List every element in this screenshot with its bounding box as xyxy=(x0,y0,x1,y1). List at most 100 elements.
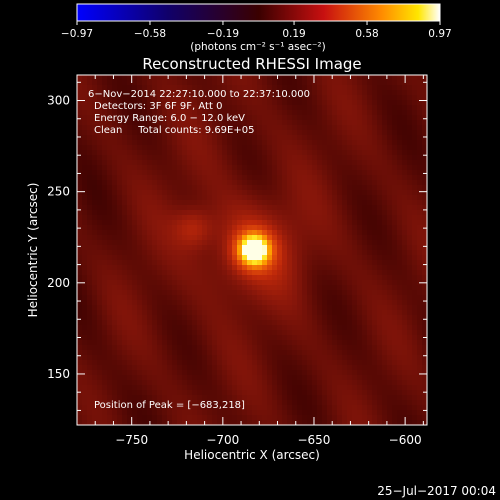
heatmap-cell xyxy=(187,115,193,121)
heatmap-cell xyxy=(217,290,223,296)
heatmap-cell xyxy=(357,355,363,361)
heatmap-cell xyxy=(232,395,238,401)
heatmap-cell xyxy=(392,300,398,306)
heatmap-cell xyxy=(382,105,388,111)
heatmap-cell xyxy=(277,125,283,131)
heatmap-cell xyxy=(392,85,398,91)
heatmap-cell xyxy=(117,215,123,221)
heatmap-cell xyxy=(77,90,83,96)
heatmap-cell xyxy=(417,150,423,156)
heatmap-cell xyxy=(417,370,423,376)
heatmap-cell xyxy=(132,370,138,376)
heatmap-cell xyxy=(302,195,308,201)
heatmap-cell xyxy=(227,155,233,161)
heatmap-cell xyxy=(222,180,228,186)
heatmap-cell xyxy=(202,415,208,421)
heatmap-cell xyxy=(287,185,293,191)
heatmap-cell xyxy=(167,175,173,181)
heatmap-cell xyxy=(422,115,427,121)
heatmap-cell xyxy=(152,345,158,351)
heatmap-cell xyxy=(367,245,373,251)
heatmap-cell xyxy=(117,80,123,86)
heatmap-cell xyxy=(332,410,338,416)
heatmap-cell xyxy=(377,120,383,126)
colorbar-tick-label: 0.19 xyxy=(282,28,305,40)
heatmap-cell xyxy=(247,285,253,291)
heatmap-cell xyxy=(172,110,178,116)
heatmap-cell xyxy=(247,155,253,161)
heatmap-cell xyxy=(327,125,333,131)
heatmap-cell xyxy=(317,275,323,281)
heatmap-cell xyxy=(257,240,263,246)
heatmap-cell xyxy=(412,285,418,291)
heatmap-cell xyxy=(322,245,328,251)
heatmap-cell xyxy=(247,415,253,421)
heatmap-cell xyxy=(152,305,158,311)
heatmap-cell xyxy=(77,165,83,171)
heatmap-cell xyxy=(187,180,193,186)
heatmap-cell xyxy=(87,335,93,341)
heatmap-cell xyxy=(412,370,418,376)
heatmap-cell xyxy=(397,190,403,196)
heatmap-cell xyxy=(372,155,378,161)
heatmap-cell xyxy=(327,120,333,126)
heatmap-cell xyxy=(112,380,118,386)
heatmap-cell xyxy=(317,180,323,186)
heatmap-cell xyxy=(132,400,138,406)
heatmap-cell xyxy=(142,250,148,256)
heatmap-cell xyxy=(77,355,83,361)
heatmap-cell xyxy=(147,415,153,421)
heatmap-cell xyxy=(112,195,118,201)
heatmap-cell xyxy=(362,160,368,166)
heatmap-cell xyxy=(402,120,408,126)
heatmap-cell xyxy=(102,375,108,381)
heatmap-cell xyxy=(412,85,418,91)
heatmap-cell xyxy=(157,335,163,341)
heatmap-cell xyxy=(402,365,408,371)
heatmap-cell xyxy=(267,160,273,166)
heatmap-cell xyxy=(187,405,193,411)
heatmap-cell xyxy=(87,380,93,386)
heatmap-cell xyxy=(282,395,288,401)
heatmap-cell xyxy=(212,90,218,96)
heatmap-cell xyxy=(82,400,88,406)
heatmap-cell xyxy=(172,305,178,311)
heatmap-cell xyxy=(287,325,293,331)
heatmap-cell xyxy=(382,405,388,411)
heatmap-cell xyxy=(222,175,228,181)
heatmap-cell xyxy=(107,260,113,266)
heatmap-cell xyxy=(272,330,278,336)
heatmap-cell xyxy=(332,200,338,206)
heatmap-cell xyxy=(167,285,173,291)
heatmap-cell xyxy=(87,220,93,226)
heatmap-cell xyxy=(342,180,348,186)
heatmap-cell xyxy=(122,130,128,136)
heatmap-cell xyxy=(207,245,213,251)
heatmap-cell xyxy=(202,200,208,206)
heatmap-cell xyxy=(247,300,253,306)
heatmap-cell xyxy=(312,335,318,341)
heatmap-cell xyxy=(127,325,133,331)
heatmap-cell xyxy=(132,205,138,211)
heatmap-cell xyxy=(407,195,413,201)
heatmap-cell xyxy=(342,225,348,231)
heatmap-cell xyxy=(252,270,258,276)
heatmap-cell xyxy=(257,225,263,231)
heatmap-cell xyxy=(297,335,303,341)
heatmap-cell xyxy=(282,380,288,386)
heatmap-cell xyxy=(277,290,283,296)
heatmap-cell xyxy=(137,330,143,336)
heatmap-cell xyxy=(247,400,253,406)
heatmap-cell xyxy=(292,75,298,81)
heatmap-cell xyxy=(317,350,323,356)
heatmap-cell xyxy=(392,185,398,191)
heatmap-cell xyxy=(337,200,343,206)
heatmap-cell xyxy=(377,135,383,141)
heatmap-cell xyxy=(167,380,173,386)
heatmap-cell xyxy=(332,335,338,341)
heatmap-cell xyxy=(382,205,388,211)
heatmap-cell xyxy=(167,120,173,126)
heatmap-cell xyxy=(252,345,258,351)
heatmap-cell xyxy=(157,135,163,141)
